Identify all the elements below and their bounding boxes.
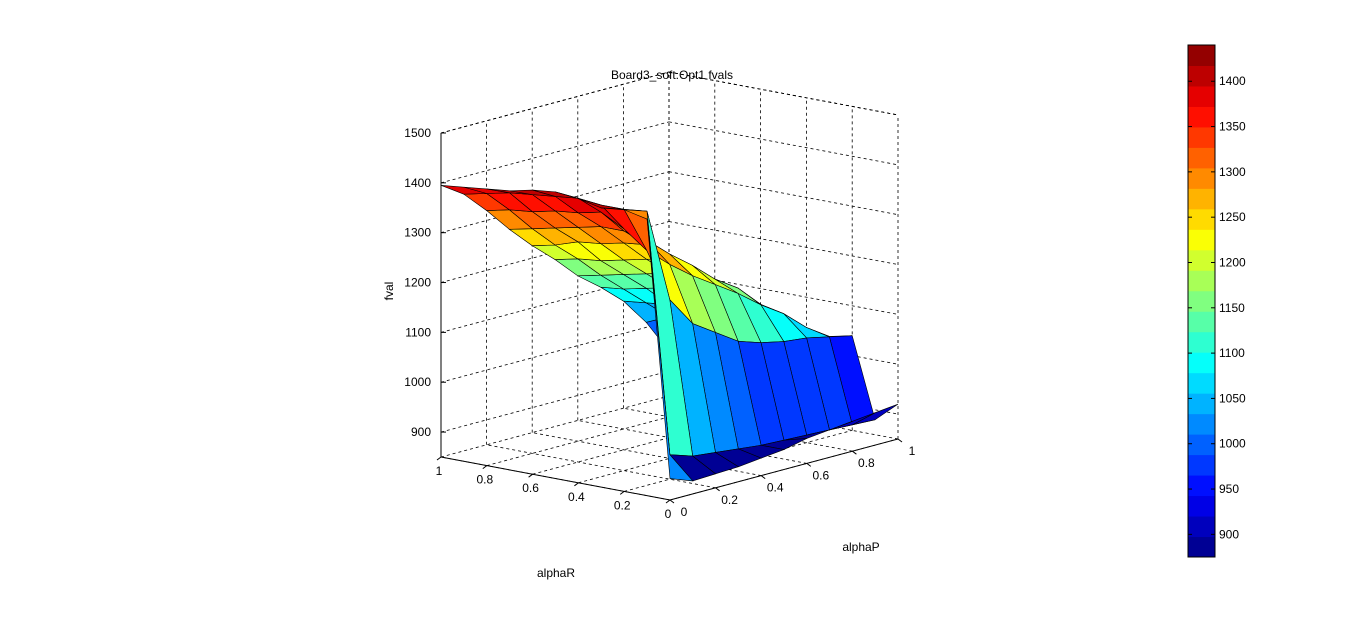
colorbar-band [1188, 352, 1215, 374]
x-tick-label: 0.6 [522, 481, 539, 495]
y-tick-mark [806, 462, 812, 467]
y-tick-mark [669, 499, 675, 504]
y-tick-label: 0.2 [721, 493, 738, 507]
colorbar-band [1188, 229, 1215, 251]
y-tick-label: 0 [681, 505, 688, 519]
colorbar-tick-label: 1400 [1219, 74, 1246, 88]
y-tick-label: 0.6 [812, 468, 829, 482]
x-tick-label: 0.8 [476, 473, 493, 487]
colorbar-band [1188, 65, 1215, 87]
surface-mesh [440, 185, 899, 482]
colorbar-band [1188, 413, 1215, 435]
x-axis-label: alphaR [537, 566, 575, 580]
z-tick-label: 1200 [404, 276, 431, 290]
y-tick-mark [852, 450, 857, 455]
colorbar-tick-label: 900 [1219, 527, 1239, 541]
y-axis-label: alphaP [842, 540, 879, 554]
colorbar-band [1188, 372, 1215, 394]
x-tick-label: 0.4 [568, 490, 585, 504]
colorbar-tick-label: 1250 [1219, 210, 1246, 224]
colorbar-tick-label: 1050 [1219, 391, 1246, 405]
x-tick-mark [619, 490, 625, 495]
x-tick-mark [436, 456, 442, 461]
wall-grid-line [668, 221, 899, 265]
wall-grid-line [668, 121, 899, 166]
colorbar-band [1188, 249, 1215, 271]
wall-grid-line [440, 370, 670, 433]
box-edge [668, 71, 899, 116]
colorbar-band [1188, 106, 1215, 128]
chart-title: Board3_soft.Opt1 fvals [611, 68, 733, 82]
x-tick-label: 0.2 [614, 498, 631, 512]
colorbar-band [1188, 434, 1215, 456]
x-tick-mark [665, 499, 671, 504]
colorbar-band [1188, 167, 1215, 189]
y-axis-line [669, 438, 899, 501]
z-axis-label: fval [382, 282, 396, 301]
colorbar-tick-label: 1300 [1219, 165, 1246, 179]
colorbar-band [1188, 393, 1215, 415]
y-tick-label: 0.8 [858, 456, 875, 470]
surface-patch [646, 219, 694, 482]
colorbar-band [1188, 290, 1215, 312]
colorbar-band [1188, 331, 1215, 353]
colorbar-band [1188, 475, 1215, 497]
axis-ticks: 0 0.2 0.4 0.6 0.8 1 0 0.2 0.4 0.6 0.8 1 900 1000 1100 1… [404, 126, 915, 521]
colorbar-band [1188, 516, 1215, 538]
colorbar-band [1188, 188, 1215, 210]
colorbar-band [1188, 454, 1215, 476]
z-tick-label: 1500 [404, 126, 431, 140]
y-tick-label: 0.4 [767, 481, 784, 495]
wall-grid-line [440, 320, 670, 383]
colorbar-tick-label: 1000 [1219, 437, 1246, 451]
wall-grid-line [668, 171, 899, 216]
colorbar-tick-label: 1200 [1219, 255, 1246, 269]
colorbar-tick-label: 1150 [1219, 301, 1245, 315]
colorbar-tick-label: 1350 [1219, 120, 1246, 134]
colorbar-band [1188, 147, 1215, 169]
x-tick-mark [482, 465, 488, 470]
colorbar-tick-label: 950 [1219, 482, 1239, 496]
axes-lines [440, 133, 899, 501]
x-axis-line [440, 456, 671, 501]
colorbar-band [1188, 126, 1215, 148]
y-tick-mark [715, 487, 720, 492]
colorbar-band [1188, 311, 1215, 333]
y-tick-mark [760, 475, 766, 480]
y-tick-label: 1 [909, 444, 916, 458]
colorbar-band [1188, 270, 1215, 292]
z-tick-label: 1400 [404, 176, 431, 190]
colorbar-tick-label: 1100 [1219, 346, 1245, 360]
x-tick-label: 1 [436, 464, 443, 478]
colorbar-band [1188, 536, 1215, 558]
floor-grid-line [486, 444, 716, 489]
colorbar-band [1188, 45, 1215, 66]
colorbar-band [1188, 85, 1215, 107]
colorbar-band [1188, 208, 1215, 230]
z-tick-label: 900 [411, 425, 431, 439]
x-tick-mark [574, 482, 579, 487]
x-tick-mark [528, 473, 533, 478]
wall-grid-line [440, 121, 670, 184]
z-tick-label: 1300 [404, 226, 431, 240]
x-tick-label: 0 [665, 507, 672, 521]
colorbar-frame [1187, 44, 1216, 558]
colorbar: 900 950 1000 1050 1100 1150 1200 1250 1300 1350 14… [1187, 44, 1246, 558]
colorbar-band [1188, 495, 1215, 517]
floor-grid-line [440, 395, 670, 458]
z-tick-label: 1000 [404, 375, 431, 389]
z-tick-label: 1100 [405, 325, 431, 339]
y-tick-mark [897, 438, 903, 443]
